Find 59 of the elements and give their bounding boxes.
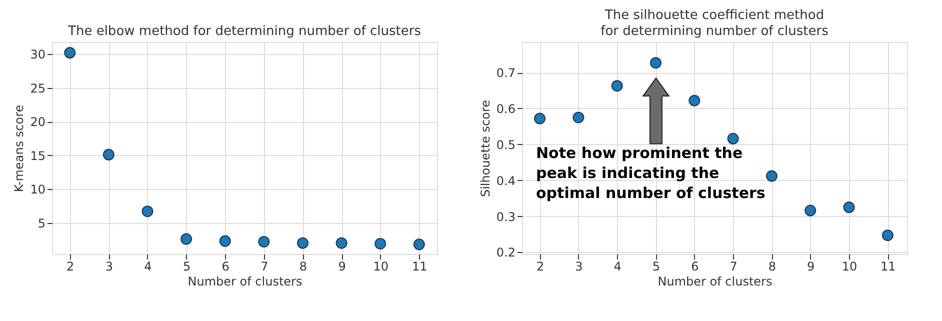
point [843, 202, 855, 214]
x-tick-label: 9 [338, 260, 346, 274]
y-tick-label: 0.3 [496, 210, 516, 224]
point [413, 238, 425, 250]
y-tick-label: 0.5 [496, 138, 516, 152]
y-tick-label: 0.2 [496, 246, 516, 260]
point [611, 80, 623, 92]
point [296, 237, 308, 249]
x-tick-label: 2 [536, 260, 544, 274]
point [766, 170, 778, 182]
y-tick-label: 30 [30, 48, 46, 62]
x-tick-label: 4 [144, 260, 152, 274]
annotation: Note how prominent the peak is indicating the optimal number of clusters [536, 144, 766, 202]
x-tick-label: 10 [842, 260, 858, 274]
x-tick-label: 9 [807, 260, 815, 274]
x-tick-label: 8 [299, 260, 308, 274]
x-tick-label: 10 [373, 260, 388, 274]
x-tick-label: 6 [691, 260, 699, 274]
y-axis-title: Silhouette score [478, 100, 492, 198]
x-tick-label: 5 [652, 260, 660, 274]
x-tick-label: 3 [575, 260, 583, 274]
chart-title: The elbow method for determining number of clusters [67, 24, 422, 39]
point [727, 132, 739, 144]
y-tick-label: 0.4 [496, 174, 516, 188]
y-tick-label: 0.7 [496, 66, 516, 80]
x-tick-label: 7 [730, 260, 738, 274]
point [572, 112, 584, 124]
point [64, 47, 76, 59]
y-tick-label: 10 [30, 182, 46, 197]
point [336, 237, 348, 249]
x-tick-label: 8 [768, 260, 776, 274]
point [102, 148, 114, 160]
y-axis-title: K-means score [12, 104, 26, 192]
x-tick-label: 2 [66, 260, 74, 274]
point [534, 112, 546, 124]
y-tick-label: 5 [38, 216, 46, 230]
x-tick-label: 6 [222, 260, 230, 274]
y-tick-label: 20 [30, 115, 46, 130]
point [142, 206, 154, 218]
point [804, 204, 816, 216]
x-axis-title: Number of clusters [658, 274, 772, 288]
y-tick-label: 25 [30, 81, 46, 96]
x-tick-label: 4 [614, 260, 622, 274]
x-tick-label: 7 [260, 260, 268, 274]
point [219, 235, 231, 247]
x-axis-title: Number of clusters [188, 274, 302, 288]
point [374, 238, 386, 250]
point [180, 233, 192, 245]
y-tick-label: 0.6 [496, 102, 516, 116]
point [688, 94, 700, 106]
point [882, 230, 894, 242]
x-tick-label: 11 [880, 260, 896, 274]
point [258, 236, 270, 248]
x-tick-label: 11 [412, 260, 428, 274]
x-tick-label: 3 [105, 260, 113, 274]
chart-title: The silhouette coefficient method for determining number of clusters [600, 8, 829, 39]
y-tick-label: 15 [30, 148, 46, 163]
point [650, 57, 662, 69]
x-tick-label: 5 [182, 260, 191, 274]
